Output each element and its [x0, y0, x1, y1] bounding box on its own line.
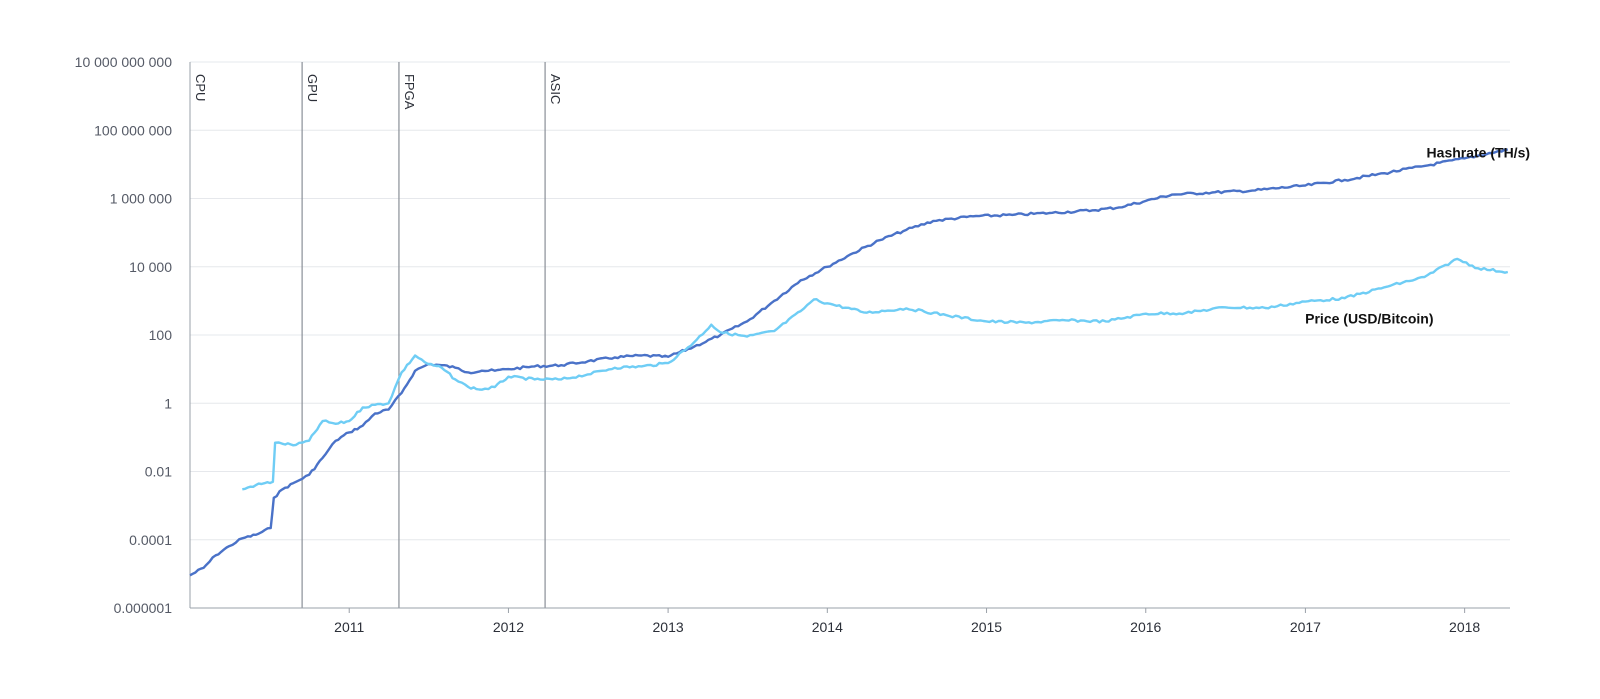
era-label: CPU — [193, 74, 208, 101]
y-tick-label: 1 — [164, 395, 172, 411]
series-line — [189, 148, 1508, 577]
y-tick-label: 100 000 000 — [94, 122, 172, 138]
label-layer: Hashrate (TH/s) Price (USD/Bitcoin) — [1305, 144, 1530, 326]
x-tick-label: 2014 — [812, 619, 843, 635]
era-layer: CPU GPU FPGA ASIC — [193, 62, 563, 608]
era-label: ASIC — [548, 74, 563, 104]
x-tick-label: 2017 — [1290, 619, 1321, 635]
era-label: GPU — [305, 74, 320, 102]
series-line — [242, 257, 1509, 491]
x-tick-label: 2012 — [493, 619, 524, 635]
y-tick-label: 1 000 000 — [110, 191, 172, 207]
series-layer — [189, 148, 1509, 577]
axis-layer: 0.000001 0.0001 0.01 1 100 10 000 1 000 000 100… — [75, 54, 1510, 635]
y-tick-label: 10 000 000 000 — [75, 54, 173, 70]
grid-layer — [190, 61, 1510, 541]
x-tick-label: 2018 — [1449, 619, 1480, 635]
y-tick-label: 0.000001 — [114, 600, 173, 616]
x-tick-label: 2015 — [971, 619, 1002, 635]
y-tick-label: 100 — [149, 327, 173, 343]
y-tick-label: 0.01 — [145, 464, 172, 480]
era-label: FPGA — [402, 74, 417, 110]
x-tick-label: 2011 — [334, 619, 364, 635]
x-tick-label: 2016 — [1130, 619, 1161, 635]
y-tick-label: 0.0001 — [129, 532, 172, 548]
x-tick-label: 2013 — [653, 619, 684, 635]
y-tick-label: 10 000 — [129, 259, 172, 275]
series-label-hashrate: Hashrate (TH/s) — [1427, 144, 1530, 160]
series-label-price: Price (USD/Bitcoin) — [1305, 310, 1433, 326]
